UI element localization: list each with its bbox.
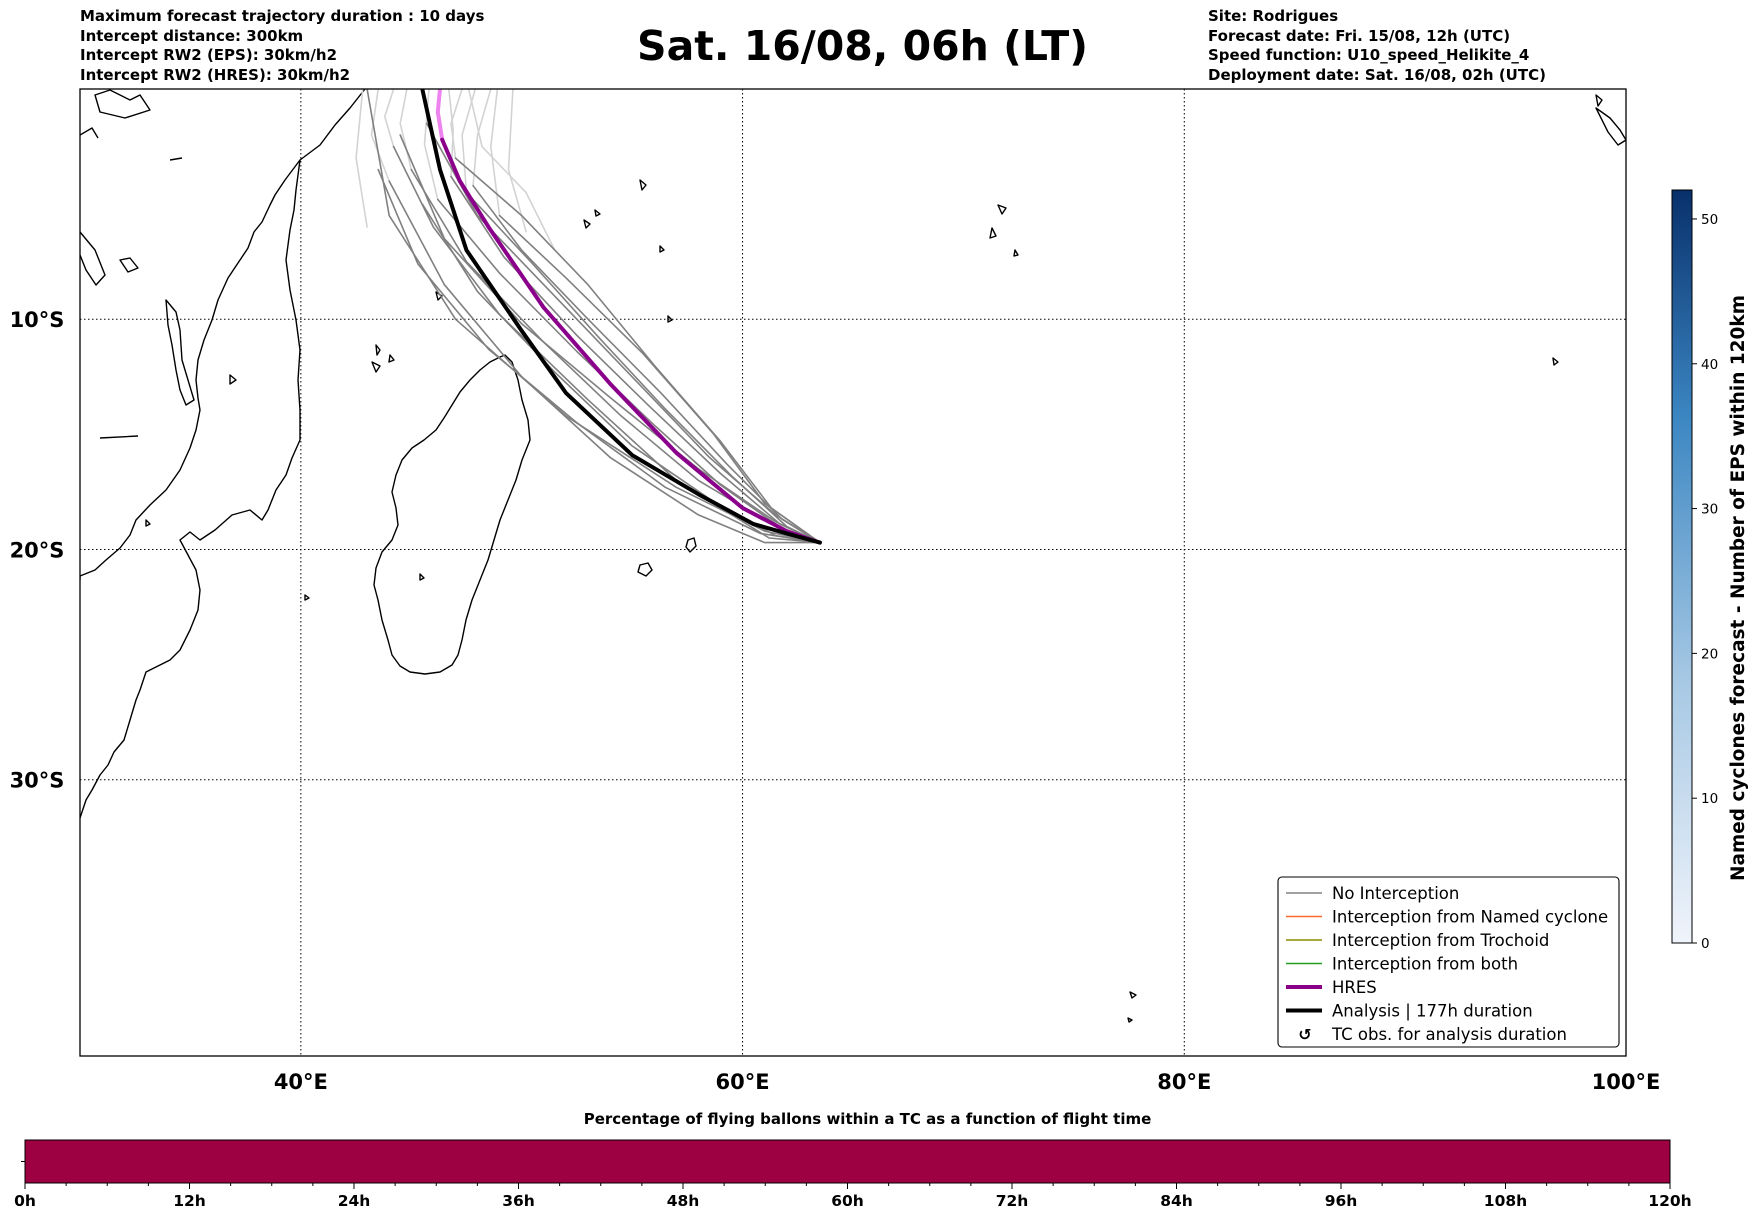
map-frame [79, 88, 1627, 1057]
eps-member [366, 89, 821, 544]
hres-line [440, 137, 822, 545]
eps-colorbar: 0 10 20 30 40 50 Named cyclones forecast - Num… [1671, 189, 1749, 952]
eps-member [437, 198, 821, 544]
legend-label: Interception from Trochoid [1332, 931, 1549, 950]
header-info-right: Site: Rodrigues Forecast date: Fri. 15/08… [1208, 7, 1546, 85]
colorbar-tick-label: 20 [1701, 646, 1718, 662]
eps-member [388, 180, 821, 544]
x-tick-label: 80°E [1157, 1070, 1211, 1094]
eps-member [392, 145, 821, 544]
eps-member [454, 157, 821, 544]
time-tick-label: 48h [667, 1192, 700, 1210]
eps-member-light [472, 89, 492, 187]
coast-mauritius [685, 537, 697, 553]
eps-member-light [507, 89, 527, 233]
flight-time-bar: Percentage of flying ballons within a TC… [14, 1110, 1692, 1210]
coast-africa-mid [285, 159, 301, 440]
analysis-line [420, 89, 822, 545]
time-tick-label: 96h [1325, 1192, 1358, 1210]
time-tick-label: 72h [996, 1192, 1029, 1210]
legend-label: Interception from both [1332, 955, 1518, 974]
colorbar-tick-label: 30 [1701, 502, 1718, 518]
info-right-line-3: Speed function: U10_speed_Helikite_4 [1208, 46, 1530, 64]
eps-member-light [370, 89, 390, 182]
colorbar-tick-label: 40 [1701, 357, 1718, 373]
legend: No Interception Interception from Named c… [1277, 876, 1620, 1048]
hres-extension-line [435, 89, 445, 142]
coast-reunion [637, 562, 653, 577]
coastlines [80, 89, 1626, 1023]
trajectory-lines [355, 89, 822, 545]
y-tick-label: 30°S [10, 769, 65, 793]
y-tick-label: 20°S [10, 538, 65, 562]
colorbar-title: Named cyclones forecast - Number of EPS … [1728, 295, 1749, 881]
x-tick-label: 100°E [1592, 1070, 1661, 1094]
legend-box [1277, 876, 1620, 1048]
coast-madagascar [373, 354, 531, 675]
legend-label: TC obs. for analysis duration [1331, 1025, 1567, 1044]
time-tick-label: 36h [502, 1192, 535, 1210]
time-tick-label: 12h [173, 1192, 206, 1210]
time-tick-label: 120h [1648, 1192, 1691, 1210]
info-left-line-4: Intercept RW2 (HRES): 30km/h2 [80, 65, 351, 84]
eps-member-light [450, 89, 463, 159]
info-left-line-2: Intercept distance: 300km [80, 26, 304, 45]
eps-member [465, 191, 821, 544]
time-tick-label: 0h [14, 1192, 36, 1210]
colorbar-tick-label: 50 [1701, 212, 1718, 228]
time-tick-label: 60h [831, 1192, 864, 1210]
eps-member [377, 168, 821, 544]
colorbar-tick-label: 0 [1701, 936, 1710, 952]
flight-time-title: Percentage of flying ballons within a TC… [584, 1110, 1152, 1128]
header-info-left: Maximum forecast trajectory duration : 1… [80, 7, 484, 85]
y-tick-label: 10°S [10, 308, 65, 332]
legend-label: Interception from Named cyclone [1332, 908, 1608, 927]
info-right-line-4: Deployment date: Sat. 16/08, 02h (UTC) [1208, 65, 1546, 84]
main-title: Sat. 16/08, 06h (LT) [637, 22, 1088, 70]
legend-label: Analysis | 177h duration [1332, 1002, 1533, 1021]
info-right-line-2: Forecast date: Fri. 15/08, 12h (UTC) [1208, 26, 1511, 45]
eps-member [421, 203, 821, 544]
flight-time-fill [25, 1140, 1670, 1183]
map-grid [80, 89, 1626, 1056]
x-tick-label: 40°E [274, 1070, 328, 1094]
legend-marker-icon: ↺ [1298, 1025, 1311, 1044]
info-right-line-1: Site: Rodrigues [1208, 7, 1339, 25]
info-left-line-1: Maximum forecast trajectory duration : 1… [80, 7, 485, 25]
coast-africa-lower [80, 439, 301, 819]
axis-tick-labels: 40°E 60°E 80°E 100°E 10°S 20°S 30°S [10, 308, 1661, 1094]
info-left-line-3: Intercept RW2 (EPS): 30km/h2 [80, 46, 337, 64]
eps-member-light [461, 89, 477, 194]
time-tick-label: 108h [1484, 1192, 1527, 1210]
legend-label: No Interception [1332, 884, 1459, 903]
colorbar-gradient [1671, 189, 1693, 944]
coast-africa [80, 89, 366, 577]
eps-member-light [490, 89, 501, 217]
eps-member [498, 214, 821, 544]
time-tick-label: 24h [338, 1192, 371, 1210]
eps-member [450, 175, 821, 544]
x-tick-label: 60°E [716, 1070, 770, 1094]
eps-member-light [384, 89, 395, 148]
legend-label: HRES [1332, 978, 1377, 997]
colorbar-tick-label: 10 [1701, 791, 1718, 807]
eps-member-light [355, 89, 368, 228]
time-tick-label: 84h [1160, 1192, 1193, 1210]
eps-member [472, 184, 821, 544]
eps-member-light [467, 89, 556, 251]
